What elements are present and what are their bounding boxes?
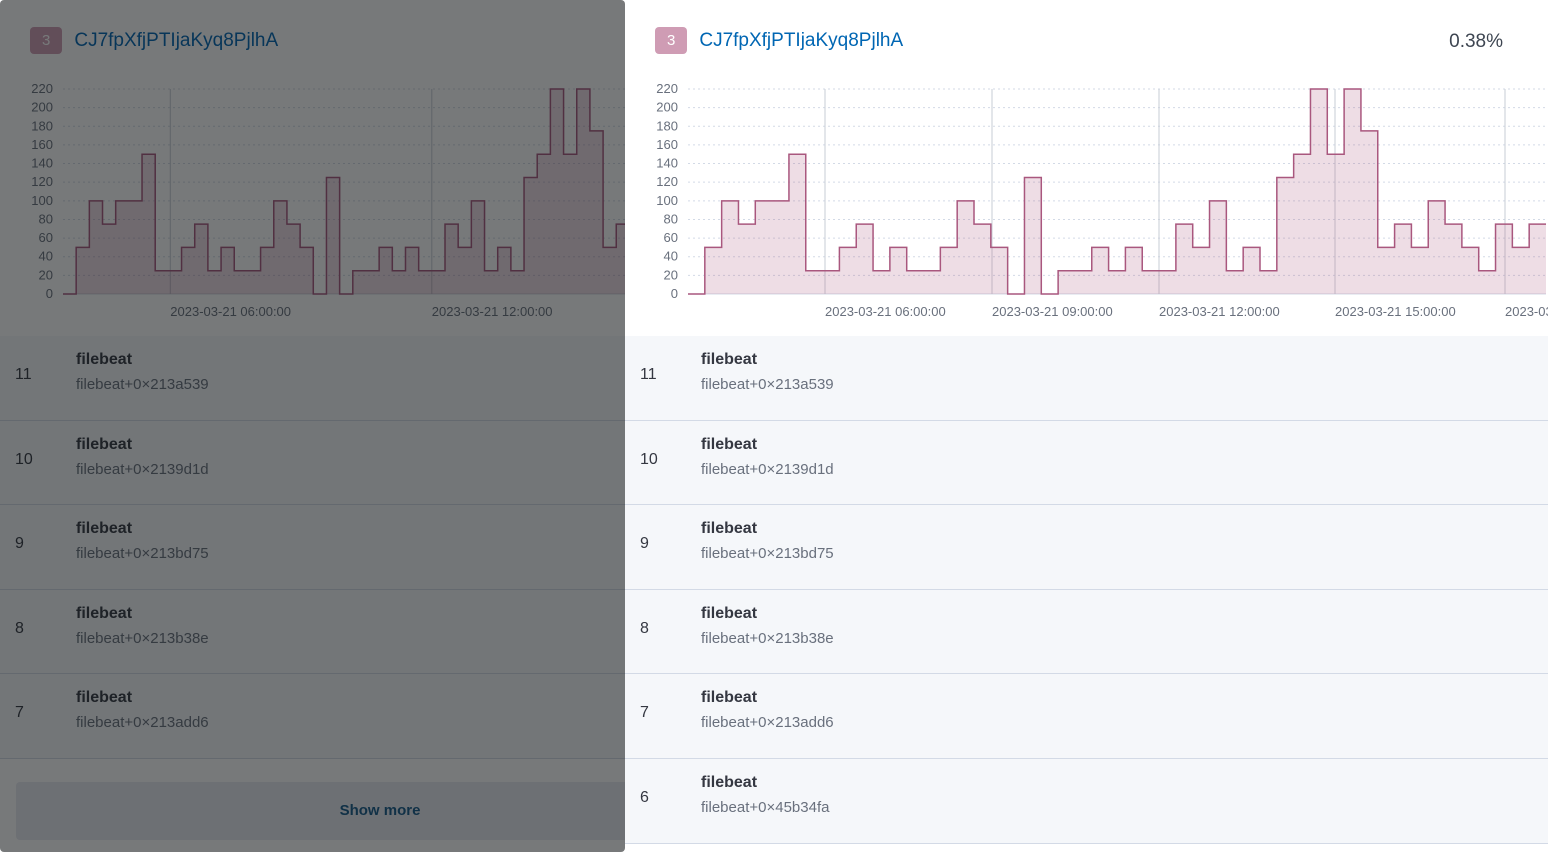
svg-text:200: 200: [656, 100, 678, 115]
svg-text:220: 220: [656, 83, 678, 96]
svg-text:140: 140: [656, 156, 678, 171]
svg-text:80: 80: [664, 211, 678, 226]
svg-text:0: 0: [671, 286, 678, 301]
svg-text:60: 60: [664, 230, 678, 245]
svg-text:2023-03-21 12:00:00: 2023-03-21 12:00:00: [1159, 304, 1280, 319]
svg-text:20: 20: [664, 267, 678, 282]
svg-text:2023-03-21 18:00:00: 2023-03-21 18:00:00: [1505, 304, 1548, 319]
svg-text:2023-03-21 09:00:00: 2023-03-21 09:00:00: [992, 304, 1113, 319]
svg-text:120: 120: [656, 174, 678, 189]
svg-text:100: 100: [656, 193, 678, 208]
svg-text:2023-03-21 06:00:00: 2023-03-21 06:00:00: [825, 304, 946, 319]
svg-text:160: 160: [656, 137, 678, 152]
svg-text:40: 40: [664, 249, 678, 264]
svg-text:180: 180: [656, 118, 678, 133]
svg-text:2023-03-21 15:00:00: 2023-03-21 15:00:00: [1335, 304, 1456, 319]
